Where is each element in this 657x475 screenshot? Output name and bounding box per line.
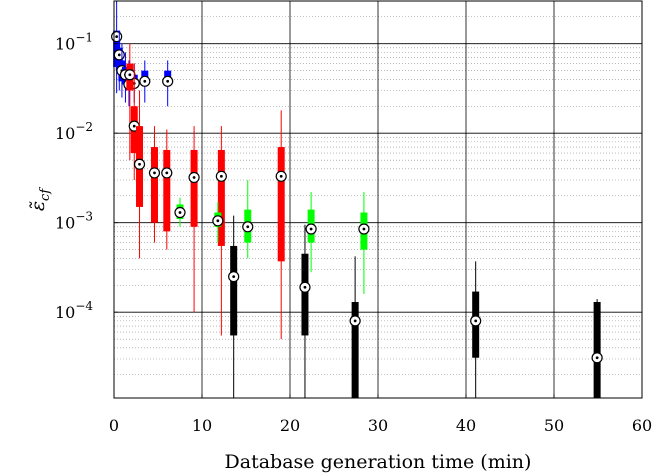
boxplots — [111, 1, 603, 398]
y-tick-exponent: −3 — [75, 210, 93, 224]
median-dot — [178, 211, 182, 214]
x-axis-ticks: 0 10 20 30 40 50 60 — [109, 394, 652, 435]
median-dot — [216, 219, 220, 223]
median-dot — [166, 79, 170, 83]
box-red — [124, 43, 136, 161]
iqr-box — [230, 245, 238, 336]
x-tick-label: 0 — [109, 416, 119, 435]
x-tick-label: 30 — [368, 416, 388, 435]
y-tick-label: 10−2 — [55, 120, 93, 143]
x-axis-title: Database generation time (min) — [225, 451, 532, 473]
box-red — [133, 90, 146, 259]
y-tick-base: 10 — [55, 303, 75, 322]
median-dot — [165, 171, 169, 175]
median-dot — [303, 285, 307, 289]
y-tick-base: 10 — [55, 124, 75, 143]
median-dot — [474, 319, 478, 323]
median-dot — [309, 227, 313, 231]
x-tick-label: 20 — [280, 416, 300, 435]
y-tick-label: 10−4 — [55, 299, 93, 322]
median-dot — [138, 162, 141, 166]
y-tick-exponent: −2 — [75, 120, 93, 134]
box-red — [148, 126, 161, 243]
median-dot — [132, 124, 136, 128]
median-dot — [117, 53, 121, 57]
box-red — [188, 126, 200, 313]
x-tick-label: 50 — [544, 416, 564, 435]
y-tick-label: 10−1 — [55, 31, 93, 54]
series-black — [228, 215, 603, 398]
box-black — [591, 299, 603, 398]
y-tick-exponent: −1 — [75, 31, 93, 45]
box-green — [242, 180, 254, 259]
y-axis-title: ε̃cf — [27, 187, 53, 211]
y-tick-label: 10−3 — [55, 210, 93, 233]
median-dot — [219, 174, 223, 178]
iqr-box — [150, 147, 158, 223]
y-tick-base: 10 — [55, 35, 75, 54]
iqr-box — [190, 149, 198, 227]
y-axis-ticks: 10−110−210−310−4 — [55, 31, 118, 322]
median-dot — [115, 35, 119, 39]
box-green — [305, 192, 317, 273]
major-grid — [114, 1, 642, 398]
box-black — [470, 261, 482, 398]
x-tick-label: 10 — [192, 416, 212, 435]
median-dot — [362, 227, 366, 231]
box-red — [215, 126, 227, 336]
median-dot — [153, 171, 156, 175]
series-green — [174, 180, 370, 294]
iqr-box — [593, 302, 601, 398]
median-dot — [246, 225, 250, 229]
iqr-box — [301, 253, 309, 336]
iqr-box — [351, 302, 359, 398]
box-black — [228, 215, 240, 398]
iqr-box — [217, 149, 225, 246]
x-tick-label: 60 — [632, 416, 652, 435]
median-dot — [353, 319, 357, 323]
y-axis-title-symbol: ε̃ — [27, 201, 49, 211]
box-black — [299, 224, 311, 398]
box-blue — [162, 60, 174, 107]
iqr-box — [163, 149, 171, 232]
box-green — [212, 202, 224, 243]
series-red — [124, 43, 287, 340]
y-tick-base: 10 — [55, 214, 75, 233]
box-black — [349, 256, 361, 398]
x-tick-label: 40 — [456, 416, 476, 435]
y-axis-title-subscript: cf — [38, 187, 53, 201]
median-dot — [128, 73, 132, 77]
median-dot — [232, 275, 236, 278]
box-blue — [139, 60, 151, 103]
box-red — [275, 110, 287, 340]
y-tick-exponent: −4 — [75, 299, 93, 313]
median-dot — [192, 176, 196, 179]
box-green — [358, 192, 370, 294]
iqr-box — [277, 147, 285, 262]
median-dot — [143, 79, 147, 83]
median-dot — [279, 174, 283, 178]
box-green — [174, 197, 186, 227]
box-red — [161, 129, 173, 250]
median-dot — [595, 356, 599, 360]
